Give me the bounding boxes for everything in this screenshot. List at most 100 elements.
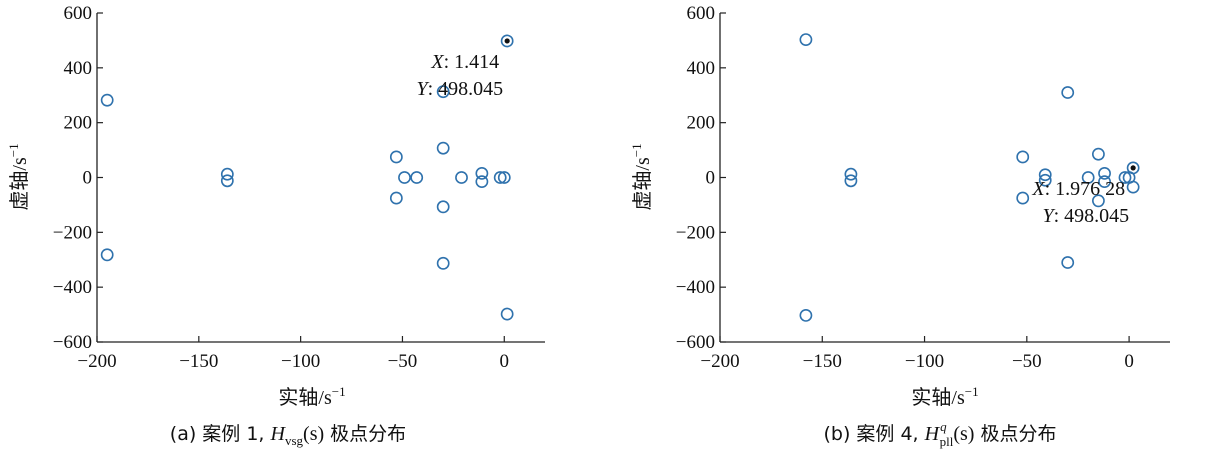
caption-prefix: (a) 案例 1, [170, 423, 271, 445]
chart-b: −600 −400 −200 0 200 400 600 −200 −150 −100 −50 0 实轴… [629, 3, 1170, 449]
y-axis-label: 虚轴/s−1 [6, 143, 31, 210]
caption-func-sup: q [940, 419, 947, 434]
datatip-marker [1130, 165, 1136, 171]
pole-marker [493, 171, 507, 184]
pole-marker [500, 307, 514, 321]
x-tick-label: −200 [77, 351, 116, 372]
pole-marker [436, 141, 450, 155]
caption-func: H [924, 423, 941, 445]
chart-caption: (b) 案例 4, Hq pll(s) 极点分布 [824, 419, 1057, 449]
pole-marker [1016, 191, 1030, 205]
pole-marker [1126, 161, 1140, 175]
y-axis-title: 虚轴 [630, 171, 654, 211]
y-tick-label: 600 [687, 3, 716, 24]
pole-marker [1126, 180, 1140, 194]
y-axis-unit-exponent: −1 [629, 143, 644, 157]
datatip-y: Y: 498.045 [416, 78, 503, 100]
pole-marker [497, 171, 511, 184]
pole-marker [100, 248, 114, 262]
x-axis-title: 实轴 [278, 385, 318, 409]
datatip-x: X: 1.414 [430, 51, 499, 73]
y-tick-label: 600 [64, 3, 93, 24]
pole-marker [220, 174, 234, 188]
y-tick-label: 400 [64, 58, 93, 79]
pole-marker [1038, 168, 1052, 182]
pole-marker [1092, 147, 1105, 161]
caption-func-sub: pll [940, 434, 954, 449]
caption-suffix: 极点分布 [324, 423, 406, 445]
x-tick-label: 0 [500, 351, 510, 372]
pole-marker [1061, 256, 1075, 269]
y-axis-unit-exponent: −1 [6, 143, 21, 157]
pole-marker [455, 171, 468, 184]
y-tick-label: 200 [64, 113, 93, 134]
x-tick-label: −50 [1012, 351, 1042, 372]
pole-marker [1038, 173, 1052, 187]
y-tick-label: −200 [53, 222, 92, 243]
x-axis-label: 实轴/s−1 [278, 384, 345, 409]
y-tick-label: −600 [53, 332, 92, 353]
y-tick-label: −600 [676, 332, 715, 353]
caption-func: H [270, 423, 287, 445]
pole-marker [1118, 171, 1132, 184]
y-tick-label: 0 [706, 168, 716, 189]
pole-marker [799, 309, 813, 322]
datatip-x-value: : 1.976 28 [1045, 178, 1126, 200]
caption-func-arg: (s) [953, 423, 974, 445]
pole-marker [436, 85, 450, 99]
pole-marker [844, 174, 858, 188]
pole-marker [1092, 194, 1105, 208]
x-tick-label: −100 [905, 351, 944, 372]
pole-marker [398, 171, 411, 184]
pole-marker [799, 33, 813, 46]
pole-marker [1098, 175, 1111, 189]
y-tick-label: 0 [83, 168, 93, 189]
x-tick-label: −200 [700, 351, 739, 372]
caption-func-arg: (s) [303, 423, 324, 445]
datatip-y-value: : 498.045 [428, 78, 504, 100]
x-tick-label: −50 [388, 351, 418, 372]
x-axis-label: 实轴/s−1 [911, 384, 978, 409]
x-tick-label: −150 [179, 351, 218, 372]
pole-marker [1061, 86, 1075, 99]
y-tick-label: 200 [687, 113, 716, 134]
datatip-y-value: : 498.045 [1054, 205, 1130, 227]
pole-marker [410, 171, 424, 184]
pole-marker [475, 166, 489, 180]
pole-marker [436, 200, 450, 214]
x-tick-label: 0 [1124, 351, 1134, 372]
chart-a: −600 −400 −200 0 200 400 600 −200 −150 −100 −50 0 实轴… [6, 3, 545, 448]
datatip-y: Y: 498.045 [1042, 205, 1129, 227]
pole-marker [389, 191, 403, 205]
datatip-marker [504, 38, 510, 44]
x-axis-unit-exponent: −1 [965, 384, 979, 399]
y-axis-unit: /s [632, 157, 654, 171]
pole-marker [475, 175, 489, 189]
y-axis-title: 虚轴 [7, 171, 31, 211]
pole-marker [220, 167, 234, 181]
chart-caption: (a) 案例 1, Hvsg(s) 极点分布 [170, 423, 406, 448]
caption-suffix: 极点分布 [974, 423, 1056, 445]
y-tick-label: −200 [676, 222, 715, 243]
datatip-x-label: X [1031, 178, 1045, 200]
pole-marker [389, 150, 403, 164]
x-axis-unit-exponent: −1 [332, 384, 346, 399]
y-tick-label: 400 [687, 58, 716, 79]
caption-prefix: (b) 案例 4, [824, 423, 925, 445]
datatip-x: X: 1.976 28 [1031, 178, 1125, 200]
x-axis-unit: /s [318, 387, 332, 409]
datatip-y-label: Y [1042, 205, 1055, 227]
datatip-x-label: X [430, 51, 444, 73]
y-tick-label: −400 [676, 277, 715, 298]
pole-marker [1081, 171, 1095, 184]
x-axis-unit: /s [951, 387, 965, 409]
pole-marker [500, 34, 514, 48]
datatip-x-value: : 1.414 [444, 51, 500, 73]
y-tick-label: −400 [53, 277, 92, 298]
pole-marker [844, 167, 858, 181]
x-axis-title: 实轴 [911, 385, 951, 409]
pole-marker [100, 93, 114, 107]
pole-marker [436, 256, 450, 270]
pole-marker [1016, 150, 1030, 164]
